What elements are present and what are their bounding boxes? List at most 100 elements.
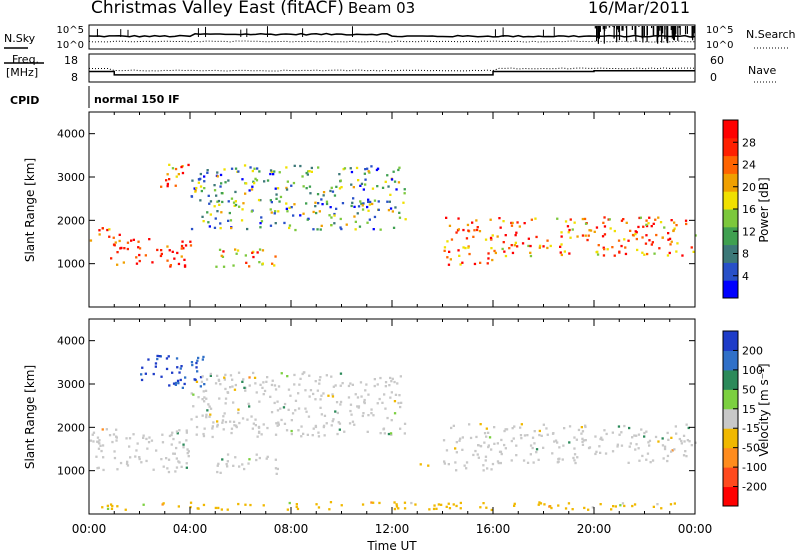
data-cell: [387, 209, 391, 212]
data-cell: [126, 241, 130, 244]
data-cell: [166, 245, 169, 248]
data-cell: [618, 250, 621, 253]
data-cell: [101, 444, 105, 447]
data-cell: [645, 219, 648, 222]
data-cell: [299, 214, 302, 217]
data-cell: [627, 239, 630, 242]
data-cell: [376, 167, 380, 170]
data-cell: [613, 229, 616, 233]
data-cell: [152, 372, 155, 376]
data-cell: [129, 456, 132, 459]
data-cell: [208, 202, 211, 205]
data-cell: [635, 434, 638, 437]
data-cell: [360, 202, 363, 205]
data-cell: [312, 228, 315, 231]
data-cell: [209, 200, 213, 203]
data-cell: [508, 247, 511, 250]
data-cell: [686, 439, 689, 442]
data-cell: [252, 371, 255, 375]
data-cell: [393, 501, 396, 504]
data-cell: [394, 393, 398, 396]
data-cell: [314, 398, 317, 401]
data-cell: [170, 443, 173, 446]
data-cell: [581, 217, 584, 221]
data-cell: [252, 255, 255, 259]
data-cell: [646, 252, 649, 256]
data-cell: [559, 245, 562, 248]
data-cell: [118, 239, 121, 243]
data-cell: [274, 388, 278, 391]
data-cell: [310, 170, 313, 173]
data-cell: [633, 434, 636, 437]
data-cell: [366, 221, 369, 224]
data-cell: [329, 206, 332, 209]
noise-spikes: [96, 26, 695, 44]
data-cell: [652, 222, 655, 225]
data-cell: [115, 428, 118, 431]
colorbar-tick-label: -100: [742, 461, 767, 474]
data-cell: [474, 449, 477, 453]
data-cell: [349, 409, 352, 413]
data-cell: [609, 227, 612, 230]
data-cell: [549, 244, 552, 248]
data-cell: [586, 238, 589, 242]
data-cell: [180, 165, 183, 169]
data-cell: [577, 428, 581, 432]
data-cell: [386, 200, 389, 203]
data-cell: [580, 426, 583, 429]
data-cell: [269, 224, 273, 227]
data-cell: [648, 216, 651, 219]
data-cell: [650, 243, 653, 246]
data-cell: [392, 226, 396, 229]
data-cell: [172, 382, 176, 385]
data-cell: [359, 381, 363, 384]
data-cell: [465, 467, 468, 470]
data-cell: [404, 218, 407, 221]
velocity-colorbar-label: Velocity [m s⁻¹]: [757, 363, 771, 456]
data-cell: [216, 175, 219, 178]
data-cell: [190, 361, 194, 364]
data-cell: [657, 440, 660, 443]
data-cell: [286, 180, 289, 183]
data-cell: [255, 179, 259, 182]
data-cell: [367, 198, 370, 201]
data-cell: [581, 440, 584, 443]
data-cell: [316, 193, 320, 196]
data-cell: [603, 429, 606, 432]
power-colorbar: 4 8 12 16 20 24 28: [722, 119, 756, 299]
data-cell: [447, 463, 450, 466]
data-cell: [479, 506, 482, 509]
data-cell: [123, 247, 126, 250]
data-cell: [493, 442, 496, 445]
data-cell: [519, 426, 522, 429]
data-cell: [196, 370, 199, 373]
data-cell: [655, 233, 658, 237]
data-cell: [479, 423, 482, 426]
data-cell: [172, 452, 175, 455]
data-cell: [504, 234, 507, 237]
data-cell: [542, 446, 545, 449]
data-cell: [457, 228, 460, 231]
data-cell: [419, 463, 422, 466]
colorbar-tick-label: 100: [742, 364, 763, 377]
data-cell: [403, 192, 406, 195]
data-cell: [275, 193, 278, 196]
data-cell: [338, 187, 342, 190]
data-cell: [587, 234, 590, 237]
data-cell: [395, 503, 398, 506]
data-cell: [226, 460, 229, 463]
data-cell: [546, 239, 549, 242]
data-cell: [257, 431, 261, 434]
data-cell: [389, 376, 392, 380]
data-cell: [218, 397, 221, 400]
data-cell: [297, 429, 300, 432]
data-cell: [499, 461, 502, 465]
data-cell: [250, 210, 253, 213]
data-cell: [461, 261, 464, 264]
data-cell: [302, 432, 305, 435]
data-cell: [116, 251, 119, 254]
data-cell: [338, 422, 342, 425]
data-cell: [274, 458, 277, 461]
data-cell: [228, 211, 231, 215]
data-cell: [388, 200, 391, 203]
